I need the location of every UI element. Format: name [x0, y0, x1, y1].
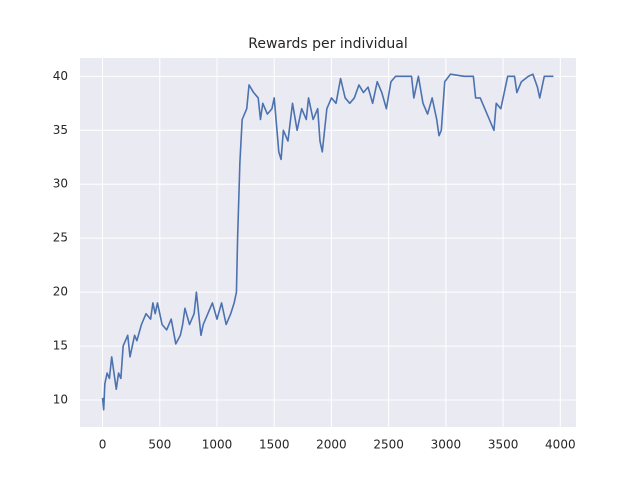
- data-line: [101, 73, 554, 411]
- x-tick-label: 1500: [259, 438, 290, 452]
- y-tick-label: 20: [53, 285, 68, 299]
- plot-area: [80, 58, 576, 427]
- y-tick-label: 30: [53, 177, 68, 191]
- x-tick-label: 0: [99, 438, 107, 452]
- x-tick-label: 500: [148, 438, 171, 452]
- x-tick-label: 4000: [545, 438, 576, 452]
- x-tick-label: 3000: [431, 438, 462, 452]
- chart-title: Rewards per individual: [248, 36, 408, 52]
- y-tick-label: 10: [53, 393, 68, 407]
- y-tick-label: 25: [53, 231, 68, 245]
- y-tick-label: 35: [53, 123, 68, 137]
- y-tick-label: 40: [53, 69, 68, 83]
- x-tick-label: 1000: [202, 438, 233, 452]
- y-tick-label: 15: [53, 339, 68, 353]
- x-tick-label: 2500: [373, 438, 404, 452]
- x-tick-label: 2000: [316, 438, 347, 452]
- x-tick-label: 3500: [488, 438, 519, 452]
